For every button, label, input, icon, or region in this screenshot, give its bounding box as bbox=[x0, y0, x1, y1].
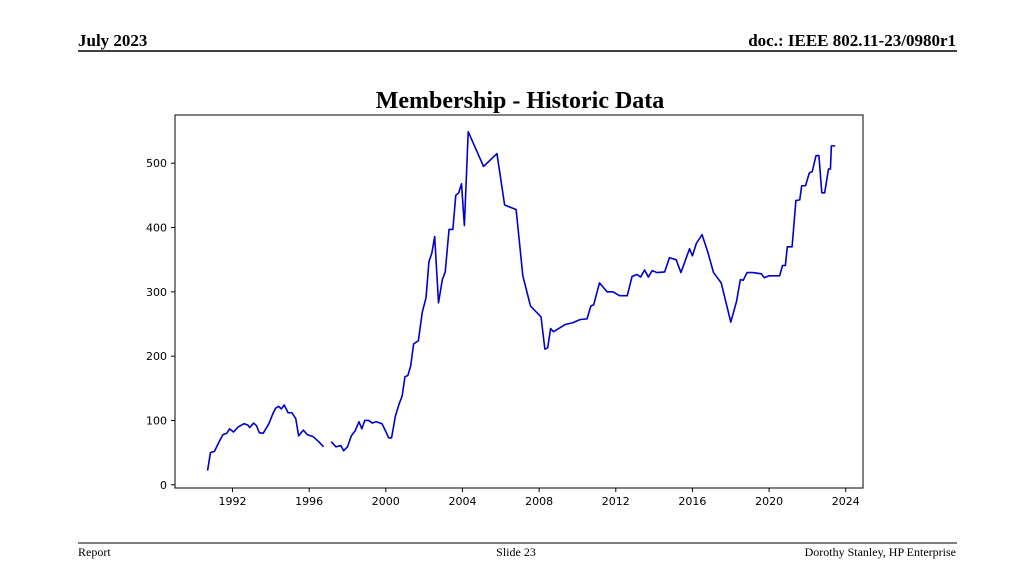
header-date: July 2023 bbox=[78, 31, 147, 50]
footer-center: Slide 23 bbox=[496, 545, 536, 559]
y-tick-label: 200 bbox=[146, 350, 167, 363]
x-tick-label: 1996 bbox=[295, 495, 323, 508]
y-tick-label: 0 bbox=[160, 479, 167, 492]
x-tick-label: 2004 bbox=[448, 495, 476, 508]
header-doc: doc.: IEEE 802.11-23/0980r1 bbox=[748, 31, 956, 50]
y-tick-label: 300 bbox=[146, 286, 167, 299]
y-tick-label: 500 bbox=[146, 157, 167, 170]
x-tick-label: 2020 bbox=[755, 495, 783, 508]
x-tick-label: 2008 bbox=[525, 495, 553, 508]
x-tick-label: 2016 bbox=[678, 495, 706, 508]
data-line bbox=[206, 130, 836, 471]
x-tick-label: 1992 bbox=[218, 495, 246, 508]
footer-left: Report bbox=[78, 545, 111, 559]
x-tick-label: 2000 bbox=[372, 495, 400, 508]
x-tick-label: 2024 bbox=[832, 495, 860, 508]
chart-title: Membership - Historic Data bbox=[376, 88, 665, 114]
x-tick-label: 2012 bbox=[602, 495, 630, 508]
y-tick-label: 400 bbox=[146, 222, 167, 235]
plot-frame bbox=[174, 114, 864, 489]
footer-right: Dorothy Stanley, HP Enterprise bbox=[805, 545, 956, 559]
y-tick-label: 100 bbox=[146, 414, 167, 427]
